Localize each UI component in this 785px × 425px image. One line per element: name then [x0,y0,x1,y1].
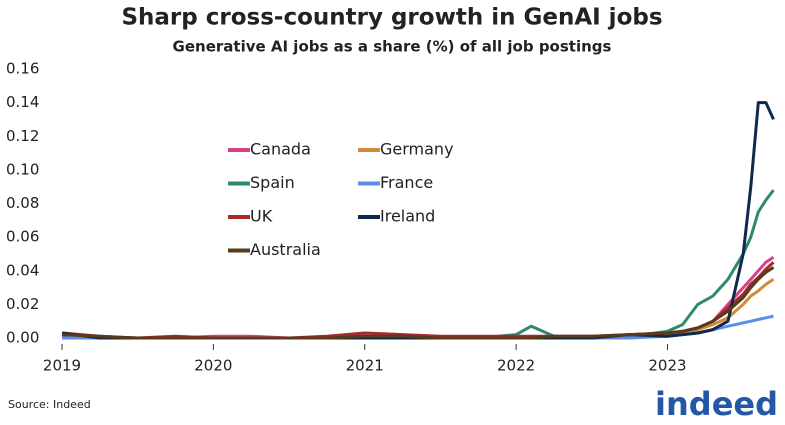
y-tick-label: 0.14 [6,93,39,111]
legend-label: Ireland [380,207,435,226]
series-line [62,277,775,340]
x-tick-label: 2020 [194,357,232,375]
y-tick-label: 0.04 [6,261,39,279]
legend-label: Spain [250,173,295,192]
legend-label: Germany [380,140,454,159]
y-tick-label: 0.12 [6,127,39,145]
x-tick-label: 2023 [648,357,686,375]
legend-label: France [380,173,433,192]
logo: indeed [655,385,778,423]
y-tick-label: 0.02 [6,295,39,313]
y-tick-label: 0.10 [6,160,39,178]
source: Source: Indeed [8,398,91,411]
chart-subtitle: Generative AI jobs as a share (%) of all… [173,38,612,56]
y-tick-label: 0.00 [6,329,39,347]
x-tick-label: 2021 [346,357,384,375]
chart-title: Sharp cross-country growth in GenAI jobs [121,5,662,31]
y-tick-label: 0.06 [6,228,39,246]
x-tick-label: 2019 [43,357,81,375]
x-tick-label: 2022 [497,357,535,375]
series-line [61,266,775,340]
series-line [61,261,775,340]
y-tick-label: 0.08 [6,194,39,212]
legend-label: Australia [250,240,321,259]
y-tick-label: 0.16 [6,60,39,78]
legend-label: Canada [250,140,311,159]
series-line [61,256,775,340]
legend-label: UK [250,207,273,226]
